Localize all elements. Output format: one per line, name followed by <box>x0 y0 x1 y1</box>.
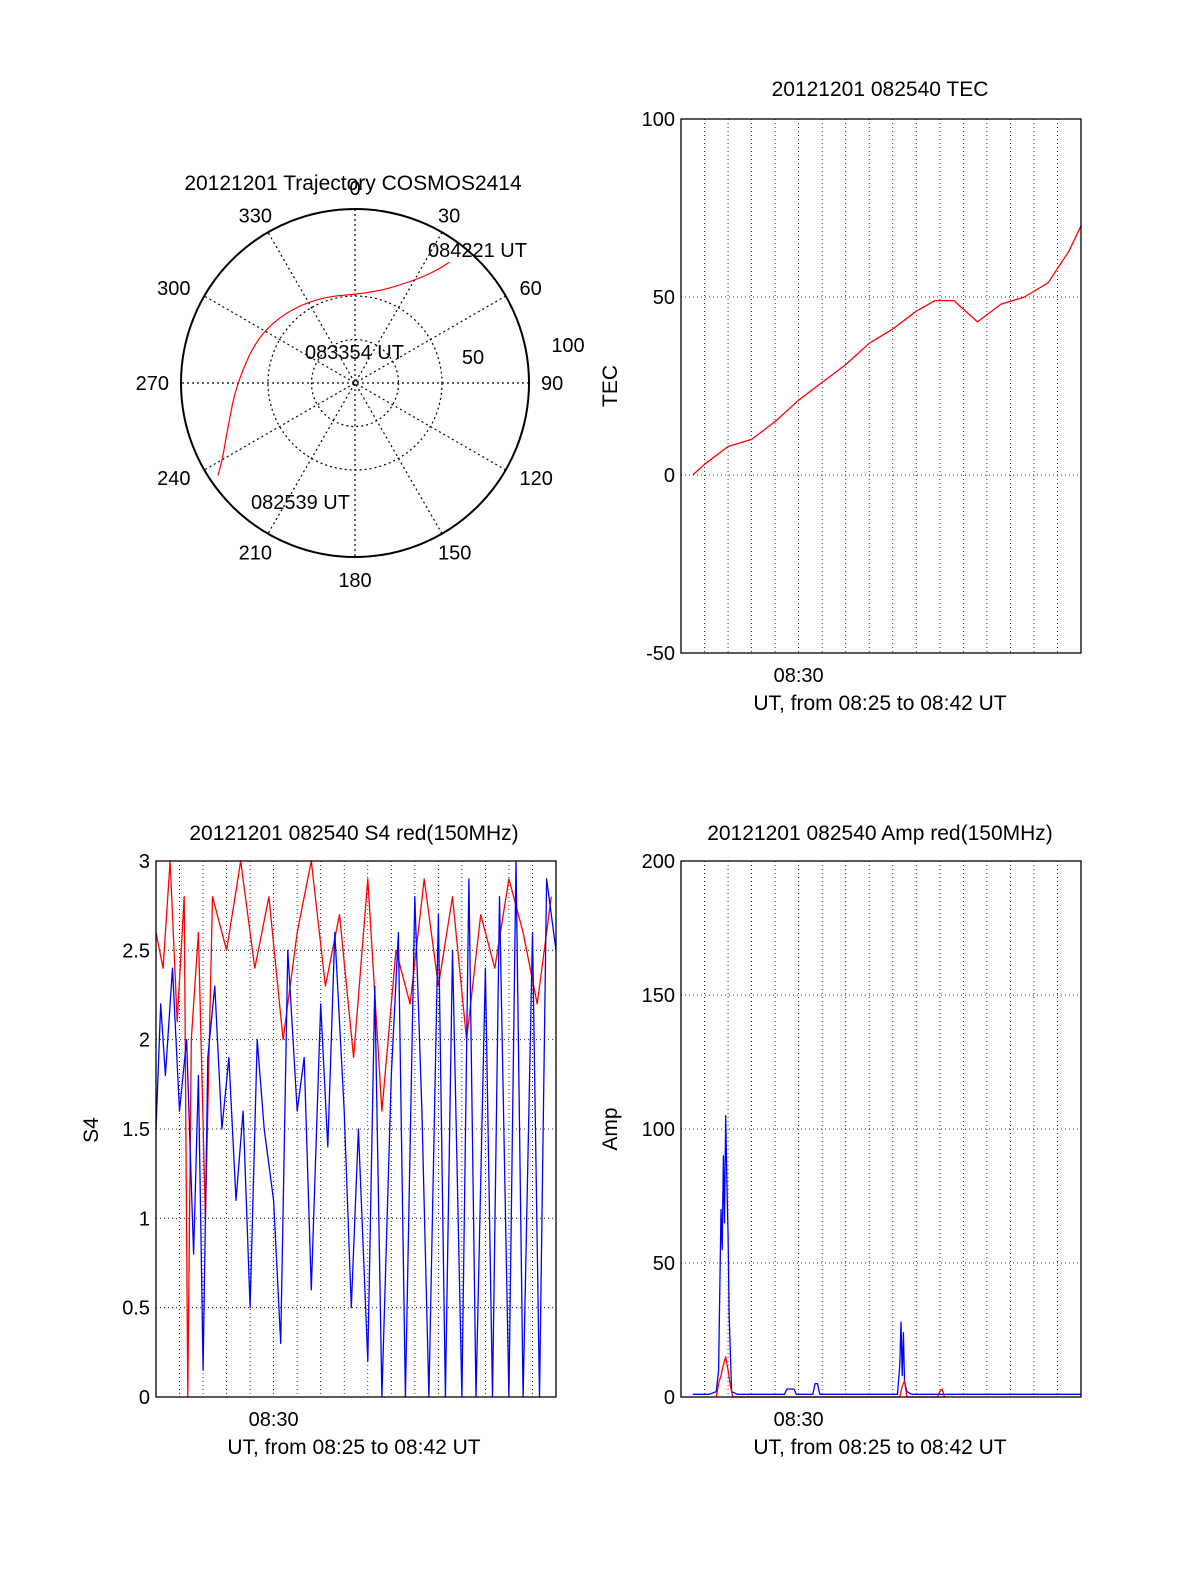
polar-spoke <box>267 232 443 534</box>
polar-outer-circle <box>180 208 530 558</box>
tec-ytick-label: 100 <box>642 109 675 131</box>
amp-frame <box>680 860 1082 1398</box>
polar-radial-labels: 50 100 <box>462 335 585 369</box>
polar-ring <box>267 295 443 471</box>
polar-ring <box>310 338 400 428</box>
s4-tick-labels: 0 0.5 1 1.5 2 2.5 3 08:30 <box>122 851 298 1431</box>
polar-azimuth-label-150: 150 <box>438 543 471 565</box>
s4-series-line-1 <box>155 860 557 1398</box>
amp-ytick-label: 150 <box>642 985 675 1007</box>
s4-ytick-label: 0.5 <box>122 1298 150 1320</box>
polar-radial-label-50: 50 <box>462 347 484 369</box>
tec-frame <box>680 118 1082 654</box>
polar-azimuth-label-300: 300 <box>157 278 190 300</box>
polar-title: 20121201 Trajectory COSMOS2414 <box>184 172 522 195</box>
amp-series-line-0 <box>692 1114 1081 1395</box>
s4-title: 20121201 082540 S4 red(150MHz) <box>189 822 518 845</box>
s4-ytick-label: 0 <box>139 1387 150 1409</box>
amp-tick-labels: 0 50 100 150 200 08:30 <box>642 851 824 1431</box>
tec-xtick-label: 08:30 <box>774 665 824 687</box>
amp-ytick-label: 0 <box>664 1387 675 1409</box>
s4-ylabel: S4 <box>80 1117 103 1143</box>
polar-trajectory-line <box>217 261 450 476</box>
amp-series-line-1 <box>715 1356 946 1398</box>
tec-tick-labels: -50 0 50 100 08:30 <box>642 109 824 687</box>
polar-trajectory-chart: 20121201 Trajectory COSMOS2414 0 30 60 90 12… <box>136 172 585 592</box>
tec-ytick-label: -50 <box>646 643 675 665</box>
tec-ylabel: TEC <box>599 365 622 407</box>
polar-azimuth-label-210: 210 <box>239 543 272 565</box>
tec-ytick-label: 50 <box>653 287 675 309</box>
polar-azimuth-label-30: 30 <box>438 205 460 227</box>
polar-azimuth-label-270: 270 <box>136 373 169 395</box>
polar-annotation: 084221 UT <box>428 240 527 262</box>
polar-annotation: 083354 UT <box>305 342 404 364</box>
tec-chart: 20121201 082540 TEC -50 0 50 100 08:30 UT, f… <box>599 78 1082 715</box>
tec-series <box>692 225 1082 476</box>
polar-annotation: 082539 UT <box>251 492 350 514</box>
s4-ytick-label: 2 <box>139 1030 150 1052</box>
amp-ylabel: Amp <box>599 1107 622 1150</box>
polar-azimuth-labels: 0 30 60 90 120 150 180 210 240 270 300 330 <box>136 178 564 592</box>
s4-xtick-label: 08:30 <box>249 1409 299 1431</box>
s4-series <box>155 860 557 1398</box>
polar-azimuth-label-90: 90 <box>541 373 563 395</box>
polar-spoke <box>267 232 443 534</box>
s4-ytick-label: 3 <box>139 851 150 873</box>
tec-grid <box>681 119 1081 653</box>
s4-ytick-label: 2.5 <box>122 940 150 962</box>
tec-title: 20121201 082540 TEC <box>772 78 989 101</box>
polar-trajectory <box>217 261 450 476</box>
amp-xtick-label: 08:30 <box>774 1409 824 1431</box>
polar-radial-label-100: 100 <box>551 335 584 357</box>
s4-ytick-label: 1.5 <box>122 1119 150 1141</box>
s4-ytick-label: 1 <box>139 1208 150 1230</box>
amp-series <box>692 1114 1081 1398</box>
polar-annotations: 084221 UT 083354 UT 082539 UT <box>251 240 527 514</box>
tec-ytick-label: 0 <box>664 465 675 487</box>
tec-xlabel: UT, from 08:25 to 08:42 UT <box>753 692 1006 715</box>
tec-series-line-0 <box>692 225 1082 476</box>
polar-azimuth-label-60: 60 <box>520 278 542 300</box>
amp-ytick-label: 200 <box>642 851 675 873</box>
amp-grid <box>681 861 1081 1397</box>
amp-chart: 20121201 082540 Amp red(150MHz) 0 50 100 15… <box>599 822 1082 1459</box>
polar-azimuth-label-330: 330 <box>239 205 272 227</box>
polar-grid <box>181 209 529 557</box>
amp-xlabel: UT, from 08:25 to 08:42 UT <box>753 1436 1006 1459</box>
amp-title: 20121201 082540 Amp red(150MHz) <box>707 822 1053 845</box>
polar-azimuth-label-180: 180 <box>338 570 371 592</box>
polar-azimuth-label-120: 120 <box>520 468 553 490</box>
s4-series-line-0 <box>155 860 552 1398</box>
polar-azimuth-label-0: 0 <box>349 178 360 200</box>
amp-ytick-label: 50 <box>653 1253 675 1275</box>
polar-azimuth-label-240: 240 <box>157 468 190 490</box>
amp-ytick-label: 100 <box>642 1119 675 1141</box>
s4-xlabel: UT, from 08:25 to 08:42 UT <box>227 1436 480 1459</box>
s4-chart: 20121201 082540 S4 red(150MHz) 0 0.5 1 1.5 2… <box>80 822 557 1459</box>
s4-frame <box>155 860 557 1398</box>
